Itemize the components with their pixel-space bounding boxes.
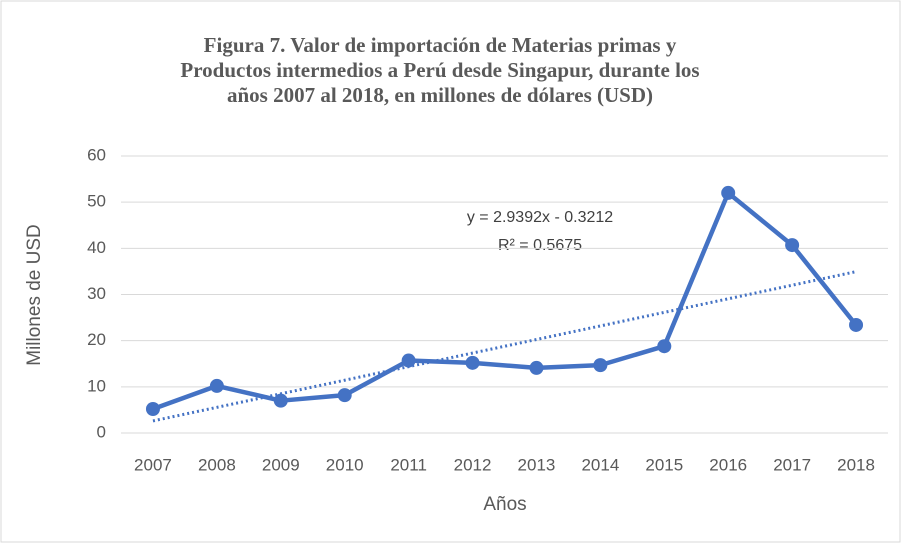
y-tick-label: 0 xyxy=(97,422,106,441)
trend-r2: R² = 0.5675 xyxy=(498,237,582,254)
chart-title: años 2007 al 2018, en millones de dólare… xyxy=(227,83,653,107)
y-tick-label: 10 xyxy=(87,376,106,395)
data-point xyxy=(145,401,160,416)
data-point xyxy=(849,317,864,332)
y-tick-label: 30 xyxy=(87,284,106,303)
x-tick-label: 2012 xyxy=(454,455,492,474)
data-point xyxy=(465,355,480,370)
data-point xyxy=(209,378,224,393)
y-tick-label: 50 xyxy=(87,192,106,211)
x-tick-label: 2014 xyxy=(581,455,619,474)
x-tick-label: 2009 xyxy=(262,455,300,474)
y-tick-label: 40 xyxy=(87,238,106,257)
x-tick-label: 2018 xyxy=(837,455,875,474)
data-point xyxy=(657,339,672,354)
chart-title: Figura 7. Valor de importación de Materi… xyxy=(204,33,677,57)
data-point xyxy=(593,358,608,373)
data-point xyxy=(401,353,416,368)
x-axis-label: Años xyxy=(483,494,526,515)
data-point xyxy=(337,388,352,403)
y-tick-label: 20 xyxy=(87,330,106,349)
data-point xyxy=(785,238,800,253)
x-tick-label: 2011 xyxy=(390,455,427,474)
x-tick-label: 2017 xyxy=(773,455,811,474)
y-axis-label: Millones de USD xyxy=(24,224,45,366)
data-point xyxy=(529,360,544,375)
data-line xyxy=(152,190,858,412)
trend-equation: y = 2.9392x - 0.3212 xyxy=(467,209,613,226)
chart-title: Productos intermedios a Perú desde Singa… xyxy=(180,58,699,82)
data-point xyxy=(721,185,736,200)
x-tick-label: 2007 xyxy=(134,455,172,474)
x-tick-label: 2015 xyxy=(645,455,683,474)
y-tick-label: 60 xyxy=(87,145,106,164)
x-tick-label: 2013 xyxy=(518,455,556,474)
x-tick-label: 2010 xyxy=(326,455,364,474)
x-tick-label: 2008 xyxy=(198,455,236,474)
data-point xyxy=(273,393,288,408)
x-tick-label: 2016 xyxy=(709,455,747,474)
